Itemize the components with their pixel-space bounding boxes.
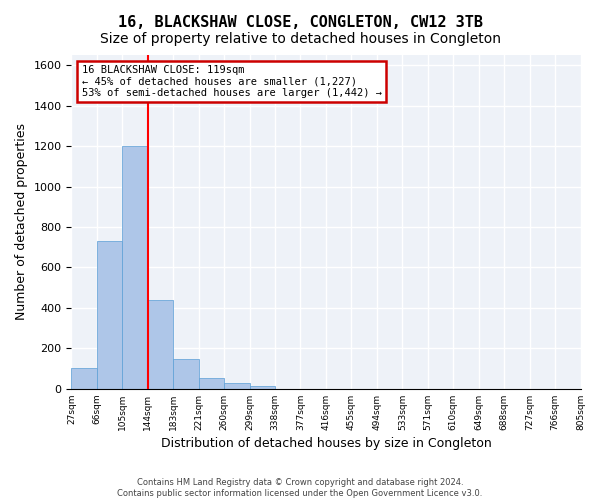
Bar xyxy=(148,300,173,389)
Bar xyxy=(173,360,199,389)
Text: Size of property relative to detached houses in Congleton: Size of property relative to detached ho… xyxy=(100,32,500,46)
Text: 16, BLACKSHAW CLOSE, CONGLETON, CW12 3TB: 16, BLACKSHAW CLOSE, CONGLETON, CW12 3TB xyxy=(118,15,482,30)
Bar xyxy=(122,146,148,389)
Text: Contains HM Land Registry data © Crown copyright and database right 2024.
Contai: Contains HM Land Registry data © Crown c… xyxy=(118,478,482,498)
Bar xyxy=(71,368,97,389)
Bar xyxy=(250,386,275,389)
Bar xyxy=(224,383,250,389)
Text: 16 BLACKSHAW CLOSE: 119sqm
← 45% of detached houses are smaller (1,227)
53% of s: 16 BLACKSHAW CLOSE: 119sqm ← 45% of deta… xyxy=(82,65,382,98)
Bar xyxy=(199,378,224,389)
Bar xyxy=(97,241,122,389)
X-axis label: Distribution of detached houses by size in Congleton: Distribution of detached houses by size … xyxy=(161,437,491,450)
Y-axis label: Number of detached properties: Number of detached properties xyxy=(15,124,28,320)
